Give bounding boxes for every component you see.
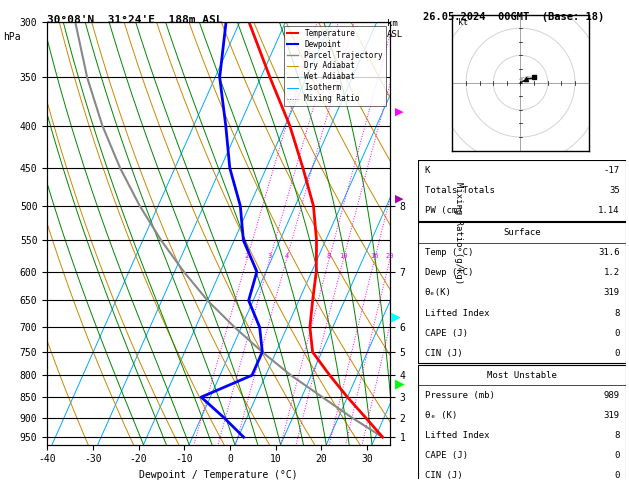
- Text: 70: 70: [525, 76, 532, 81]
- Text: 2: 2: [245, 253, 249, 260]
- Text: ▶: ▶: [395, 193, 404, 204]
- Text: 31.6: 31.6: [598, 248, 620, 258]
- Text: 1.14: 1.14: [598, 206, 620, 215]
- Text: Pressure (mb): Pressure (mb): [425, 391, 494, 400]
- Text: 40: 40: [519, 77, 526, 83]
- Text: Surface: Surface: [503, 228, 541, 237]
- Text: 4: 4: [284, 253, 289, 260]
- Text: kt: kt: [458, 18, 468, 28]
- Y-axis label: Mixing Ratio (g/kg): Mixing Ratio (g/kg): [454, 182, 463, 284]
- Text: 20: 20: [386, 253, 394, 260]
- Text: θₑ (K): θₑ (K): [425, 411, 457, 420]
- Text: 0: 0: [615, 348, 620, 358]
- Text: CAPE (J): CAPE (J): [425, 329, 467, 338]
- Text: 0: 0: [615, 329, 620, 338]
- Text: 1.2: 1.2: [603, 268, 620, 278]
- Text: ▶: ▶: [391, 310, 401, 323]
- Text: θₑ(K): θₑ(K): [425, 289, 452, 297]
- Text: 26.05.2024  00GMT  (Base: 18): 26.05.2024 00GMT (Base: 18): [423, 12, 604, 22]
- Text: Dewp (°C): Dewp (°C): [425, 268, 473, 278]
- Text: 35: 35: [609, 186, 620, 195]
- Text: 30°08'N  31°24'E  188m ASL: 30°08'N 31°24'E 188m ASL: [47, 15, 223, 25]
- Text: CIN (J): CIN (J): [425, 348, 462, 358]
- Text: Lifted Index: Lifted Index: [425, 309, 489, 317]
- Text: 8: 8: [615, 431, 620, 440]
- Text: 3: 3: [267, 253, 272, 260]
- Text: km
ASL: km ASL: [387, 19, 403, 39]
- Text: CAPE (J): CAPE (J): [425, 451, 467, 460]
- Text: 10: 10: [339, 253, 348, 260]
- Text: 319: 319: [603, 289, 620, 297]
- Text: Temp (°C): Temp (°C): [425, 248, 473, 258]
- Text: 319: 319: [603, 411, 620, 420]
- Text: ▶: ▶: [394, 378, 404, 391]
- Text: 8: 8: [327, 253, 331, 260]
- Text: 8: 8: [615, 309, 620, 317]
- Text: ▶: ▶: [395, 107, 404, 117]
- Text: Most Unstable: Most Unstable: [487, 371, 557, 380]
- Text: 989: 989: [603, 391, 620, 400]
- Text: -17: -17: [603, 166, 620, 175]
- X-axis label: Dewpoint / Temperature (°C): Dewpoint / Temperature (°C): [139, 470, 298, 480]
- Legend: Temperature, Dewpoint, Parcel Trajectory, Dry Adiabat, Wet Adiabat, Isotherm, Mi: Temperature, Dewpoint, Parcel Trajectory…: [284, 26, 386, 106]
- Text: PW (cm): PW (cm): [425, 206, 462, 215]
- Text: 0: 0: [615, 471, 620, 480]
- Text: Lifted Index: Lifted Index: [425, 431, 489, 440]
- Text: CIN (J): CIN (J): [425, 471, 462, 480]
- Text: hPa: hPa: [3, 32, 21, 42]
- Text: Totals Totals: Totals Totals: [425, 186, 494, 195]
- Text: 16: 16: [370, 253, 379, 260]
- Text: 0: 0: [615, 451, 620, 460]
- Text: K: K: [425, 166, 430, 175]
